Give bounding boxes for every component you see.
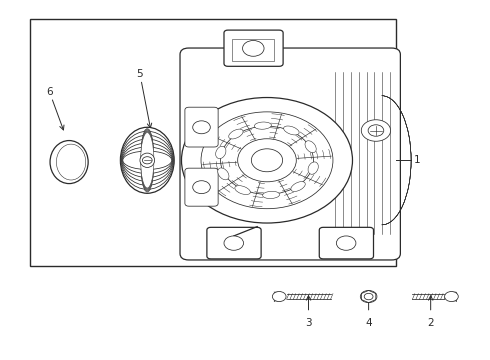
FancyBboxPatch shape (185, 168, 218, 206)
Circle shape (272, 292, 286, 302)
Ellipse shape (140, 131, 154, 190)
Ellipse shape (140, 131, 154, 189)
Circle shape (193, 121, 210, 134)
Ellipse shape (140, 128, 155, 193)
Circle shape (360, 291, 377, 303)
Text: 3: 3 (305, 318, 312, 328)
Ellipse shape (291, 181, 305, 192)
FancyBboxPatch shape (224, 30, 283, 66)
Ellipse shape (216, 146, 226, 159)
Ellipse shape (122, 147, 172, 174)
Circle shape (243, 41, 264, 56)
Ellipse shape (141, 132, 154, 188)
Circle shape (193, 181, 210, 194)
FancyBboxPatch shape (207, 227, 261, 259)
Ellipse shape (121, 127, 174, 193)
Ellipse shape (123, 151, 172, 170)
Ellipse shape (140, 130, 154, 191)
Ellipse shape (305, 141, 316, 153)
Circle shape (181, 98, 352, 223)
Ellipse shape (140, 153, 155, 167)
Text: 2: 2 (427, 318, 434, 328)
FancyBboxPatch shape (185, 107, 218, 147)
Circle shape (201, 112, 333, 209)
Ellipse shape (235, 186, 250, 194)
Ellipse shape (308, 162, 318, 174)
Bar (30, 19, 396, 266)
Ellipse shape (229, 129, 243, 139)
Circle shape (444, 292, 458, 302)
Ellipse shape (122, 139, 173, 181)
Ellipse shape (140, 129, 155, 192)
Circle shape (368, 125, 384, 136)
Circle shape (238, 139, 296, 182)
Circle shape (251, 149, 283, 172)
FancyBboxPatch shape (319, 227, 373, 259)
Text: 4: 4 (366, 318, 372, 328)
FancyBboxPatch shape (180, 48, 400, 260)
Ellipse shape (50, 140, 88, 184)
Ellipse shape (122, 143, 172, 177)
Ellipse shape (140, 127, 155, 193)
Circle shape (364, 293, 373, 300)
Circle shape (336, 236, 356, 250)
Ellipse shape (218, 168, 229, 180)
Ellipse shape (254, 122, 271, 129)
Ellipse shape (284, 126, 299, 135)
Text: 6: 6 (46, 87, 53, 97)
Ellipse shape (121, 131, 174, 189)
Ellipse shape (140, 129, 155, 191)
Ellipse shape (121, 135, 173, 185)
Text: 1: 1 (414, 155, 420, 165)
Circle shape (361, 120, 391, 141)
Circle shape (143, 157, 152, 164)
Ellipse shape (263, 191, 280, 199)
Circle shape (220, 126, 314, 194)
Ellipse shape (141, 132, 154, 189)
Ellipse shape (56, 144, 86, 180)
Text: 5: 5 (137, 69, 143, 79)
Circle shape (224, 236, 244, 250)
